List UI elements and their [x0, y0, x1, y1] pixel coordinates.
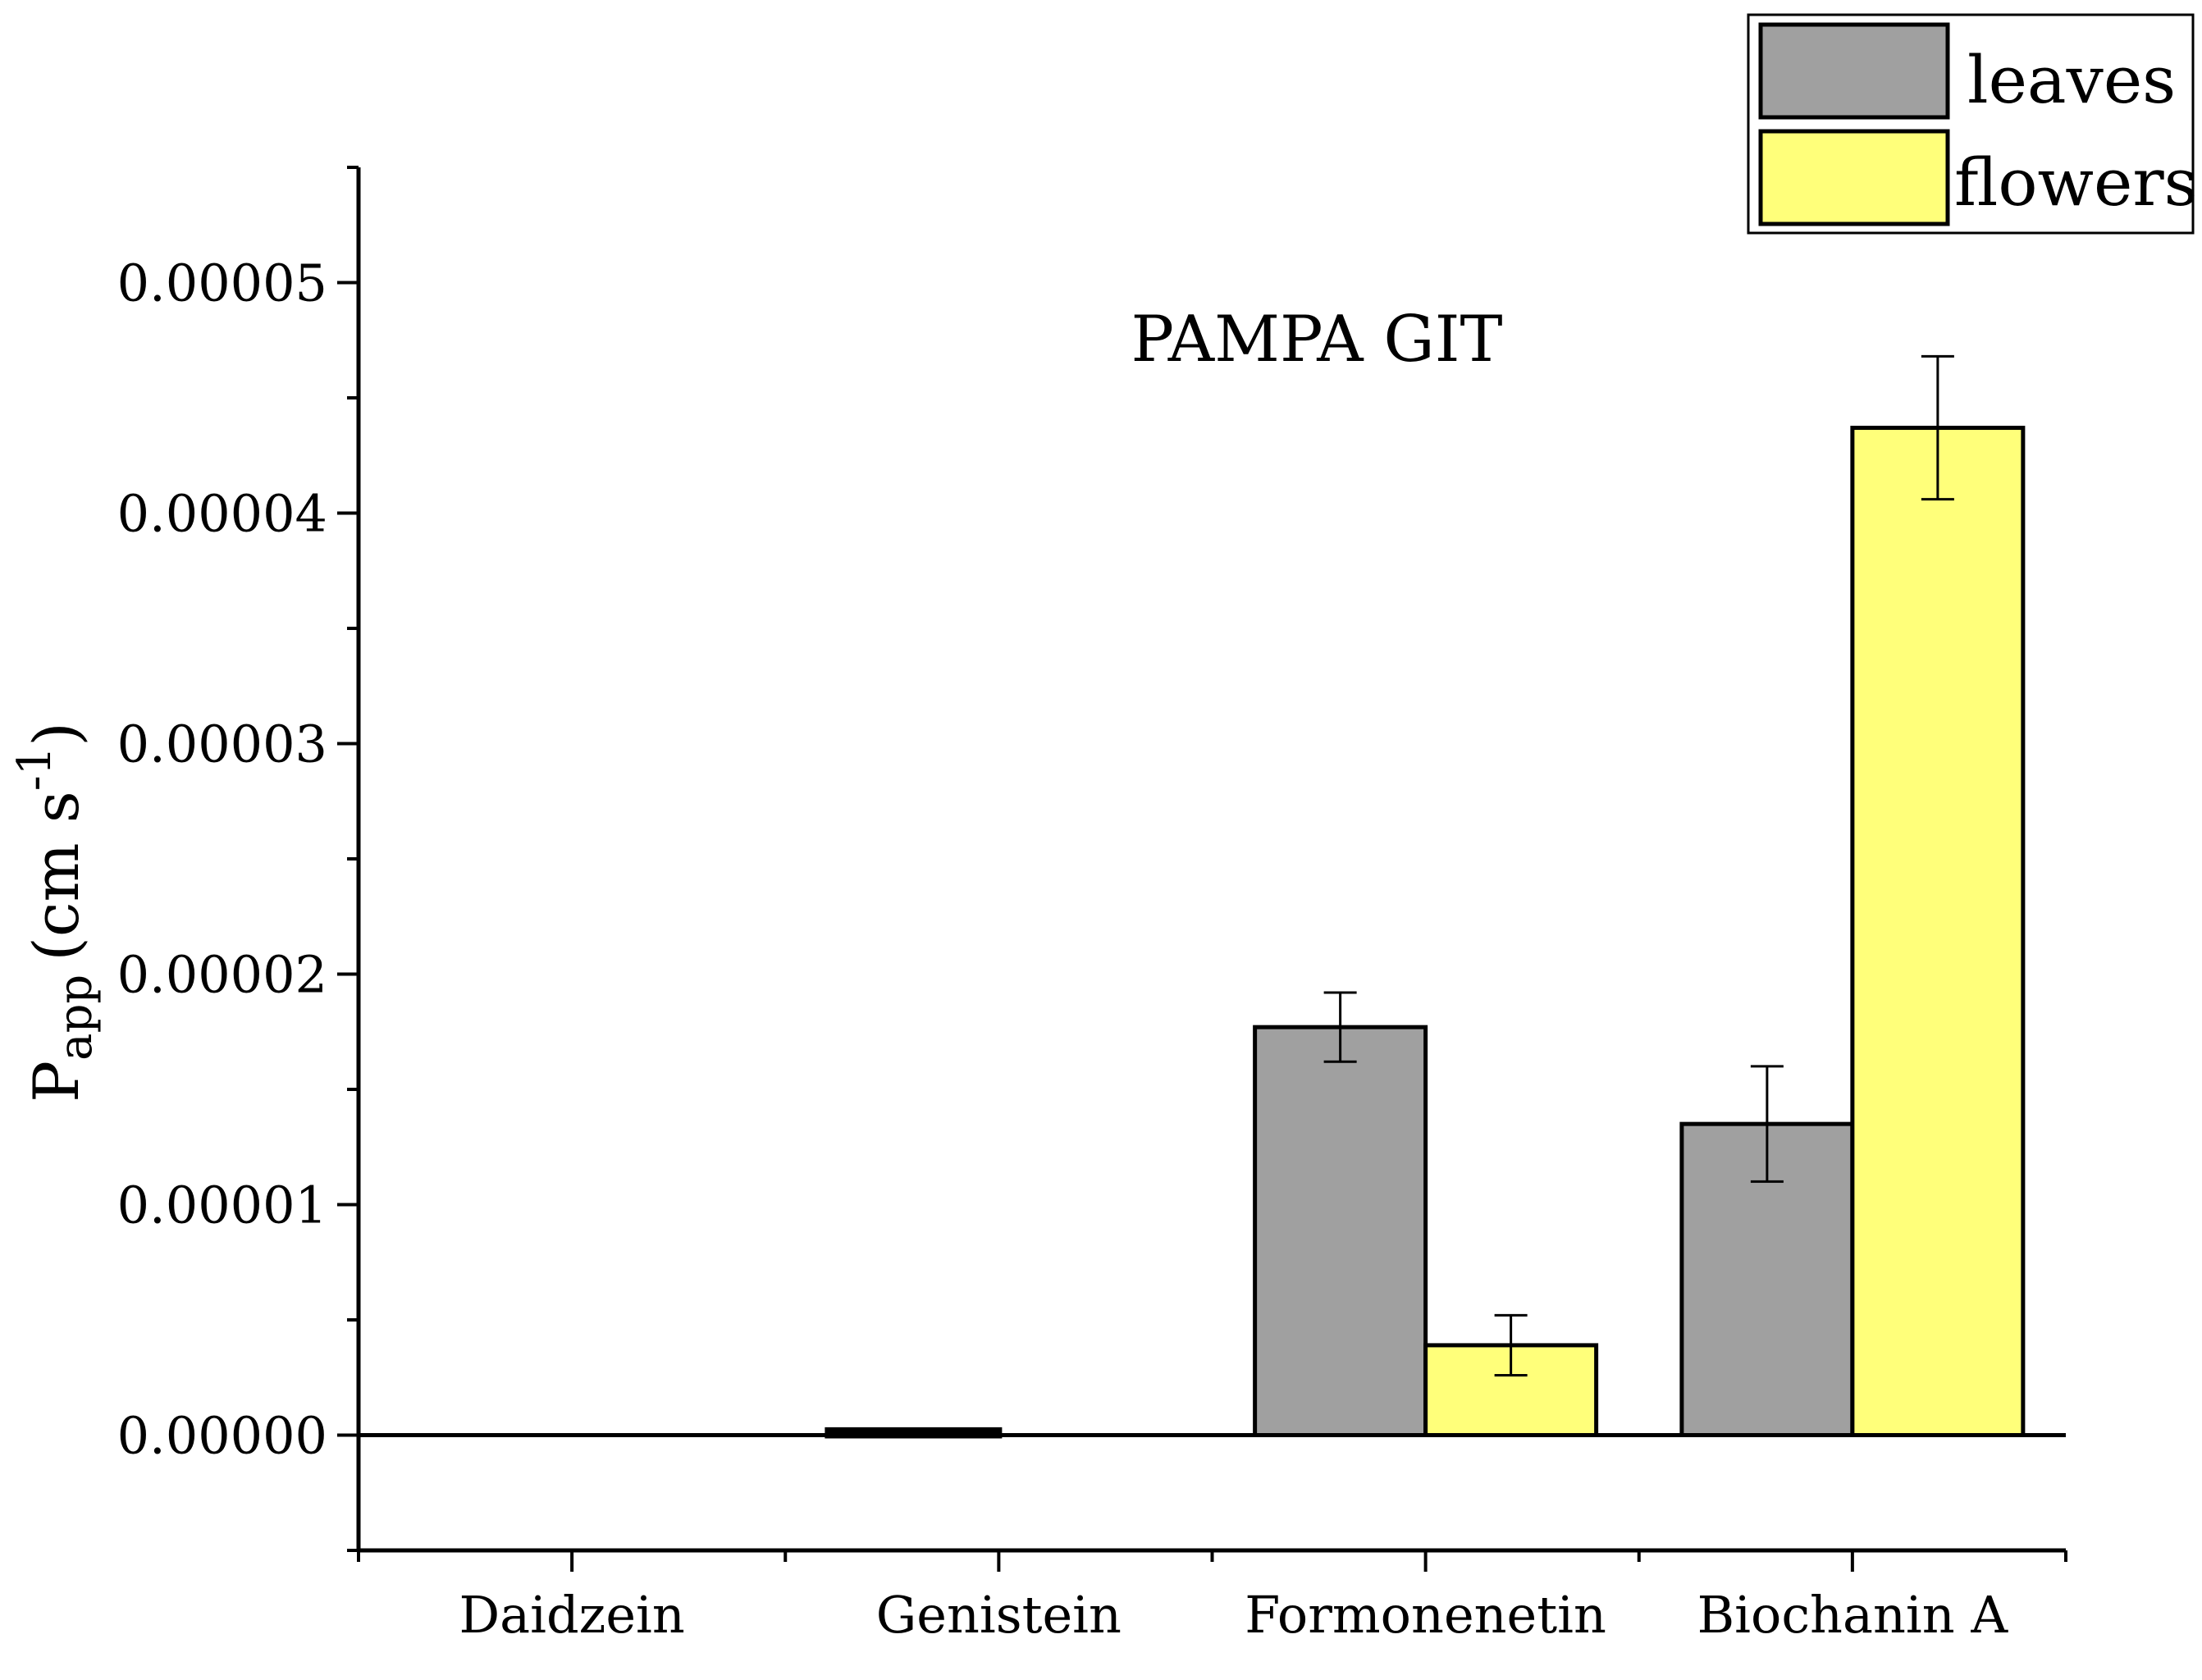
chart-title: PAMPA GIT — [1131, 303, 1502, 377]
x-tick-label: Genistein — [876, 1585, 1122, 1645]
y-axis-label-main: P — [20, 1061, 93, 1102]
y-axis-label-close: ) — [20, 722, 93, 746]
legend: leaves flowers — [1747, 13, 2198, 235]
bars-layer — [825, 426, 2026, 1439]
y-axis-label: Papp (cm s-1) — [8, 722, 103, 1102]
y-axis-label-subscript: app — [49, 975, 103, 1061]
legend-label-flowers: flowers — [1954, 144, 2198, 221]
bar-leaves-formonenetin — [1253, 1025, 1428, 1437]
legend-swatch-leaves — [1758, 22, 1950, 120]
y-tick-label: 0.00004 — [117, 484, 327, 544]
y-axis-label-superscript: -1 — [8, 746, 62, 792]
y-tick-label: 0.00003 — [117, 714, 327, 774]
x-tick-label: Daidzein — [459, 1585, 684, 1645]
y-tick-label: 0.00005 — [117, 253, 327, 313]
y-tick-label: 0.00001 — [117, 1176, 327, 1235]
bar-flowers-biochanin-a — [1850, 426, 2026, 1437]
x-tick-label: Biochanin A — [1697, 1585, 2009, 1645]
y-tick-label: 0.00000 — [117, 1406, 327, 1466]
y-tick-label: 0.00002 — [117, 945, 327, 1005]
legend-swatch-flowers — [1758, 129, 1950, 226]
axes-layer — [337, 166, 2067, 1572]
y-axis-label-unit: (cm s — [20, 791, 93, 961]
labels-layer: 0.00000 0.00001 0.00002 0.00003 0.00004 0.000… — [117, 253, 2009, 1646]
x-tick-label: Formonenetin — [1245, 1585, 1606, 1645]
legend-label-leaves: leaves — [1967, 42, 2176, 118]
error-bars-layer — [1323, 354, 1954, 1376]
